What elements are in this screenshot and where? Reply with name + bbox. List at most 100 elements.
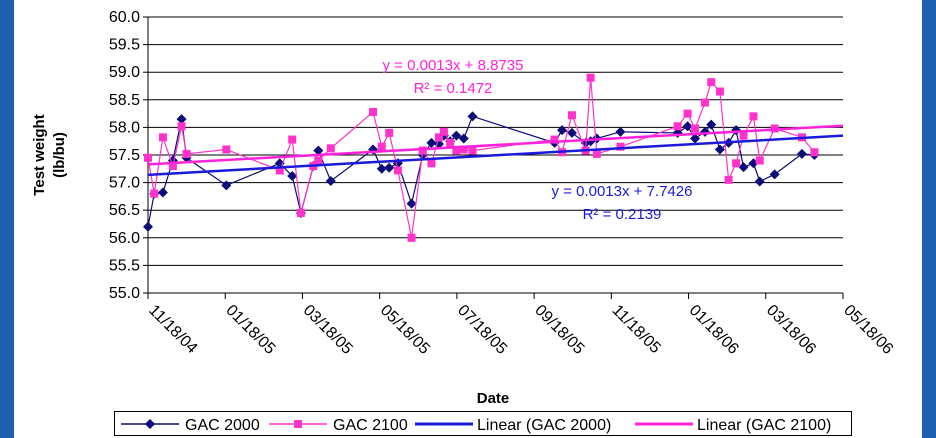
data-series bbox=[143, 73, 820, 242]
data-point-gac2100-13 bbox=[369, 107, 378, 116]
data-point-gac2000-44 bbox=[769, 169, 780, 180]
y-axis-title-line1: Test weight bbox=[31, 114, 48, 195]
data-point-gac2100-17 bbox=[407, 233, 416, 242]
y-tick-label-10: 60.0 bbox=[109, 9, 140, 26]
legend-marker-gac2100 bbox=[294, 420, 302, 428]
x-tick-label-8: 03/18/06 bbox=[763, 302, 819, 358]
trend-2000-r2: R² = 0.2139 bbox=[583, 206, 662, 223]
y-tick-label-9: 59.5 bbox=[109, 37, 140, 54]
data-point-gac2100-40 bbox=[732, 159, 741, 168]
data-point-gac2000-4 bbox=[176, 114, 187, 125]
legend-marker-gac2000 bbox=[145, 419, 155, 429]
data-point-gac2000-2 bbox=[157, 187, 168, 198]
data-point-gac2100-39 bbox=[724, 175, 733, 184]
x-tick-label-9: 05/18/06 bbox=[840, 302, 896, 358]
data-point-gac2000-19 bbox=[426, 137, 437, 148]
data-point-gac2000-41 bbox=[738, 162, 749, 173]
legend-label-gac2000: GAC 2000 bbox=[185, 417, 260, 434]
left-border-band bbox=[0, 0, 14, 438]
data-point-gac2000-34 bbox=[682, 121, 693, 132]
legend: GAC 2000 GAC 2100 Linear (GAC 2000) Line… bbox=[114, 411, 852, 436]
y-tick-label-5: 57.5 bbox=[109, 147, 140, 164]
data-point-gac2100-18 bbox=[418, 146, 427, 155]
data-point-gac2100-11 bbox=[314, 156, 323, 165]
data-point-gac2100-9 bbox=[296, 208, 305, 217]
data-point-gac2000-45 bbox=[796, 148, 807, 159]
y-axis-title-line2: (lb/bu) bbox=[51, 132, 68, 178]
legend-label-trend2100: Linear (GAC 2100) bbox=[697, 417, 831, 434]
data-point-gac2100-2 bbox=[158, 133, 167, 142]
legend-item-trend2000: Linear (GAC 2000) bbox=[415, 417, 611, 434]
x-tick-label-7: 01/18/06 bbox=[686, 302, 742, 358]
data-point-gac2000-17 bbox=[406, 198, 417, 209]
legend-svg: GAC 2000 GAC 2100 Linear (GAC 2000) Line… bbox=[121, 417, 831, 434]
y-tick-label-1: 55.5 bbox=[109, 257, 140, 274]
legend-item-gac2100: GAC 2100 bbox=[269, 417, 408, 434]
data-point-gac2100-12 bbox=[326, 144, 335, 153]
data-point-gac2100-0 bbox=[144, 153, 152, 162]
data-point-gac2100-4 bbox=[177, 122, 186, 131]
data-point-gac2100-26 bbox=[550, 135, 559, 144]
x-axis-title: Date bbox=[477, 390, 510, 407]
data-point-gac2100-42 bbox=[749, 112, 758, 121]
data-point-gac2100-28 bbox=[567, 111, 576, 120]
y-tick-label-4: 57.0 bbox=[109, 175, 140, 192]
data-point-gac2000-35 bbox=[690, 133, 701, 144]
trendline-annotations: y = 0.0013x + 8.8735 R² = 0.1472 y = 0.0… bbox=[383, 57, 693, 223]
data-point-gac2000-27 bbox=[557, 125, 568, 136]
data-point-gac2000-32 bbox=[615, 126, 626, 137]
data-point-gac2100-43 bbox=[755, 156, 764, 165]
x-tick-label-6: 11/18/05 bbox=[609, 302, 664, 357]
data-point-gac2000-6 bbox=[221, 180, 232, 191]
trendlines bbox=[147, 124, 844, 177]
trend-2000-equation: y = 0.0013x + 7.7426 bbox=[552, 183, 693, 200]
x-tick-label-5: 09/18/05 bbox=[531, 302, 587, 358]
data-point-gac2000-11 bbox=[313, 145, 324, 156]
data-point-gac2100-36 bbox=[700, 98, 709, 107]
right-border-band bbox=[922, 0, 936, 438]
trendline-gac2000 bbox=[147, 134, 844, 177]
gridlines bbox=[148, 16, 843, 294]
y-tick-label-8: 59.0 bbox=[109, 64, 140, 81]
data-point-gac2100-16 bbox=[393, 166, 402, 175]
series-gac2000 bbox=[143, 111, 820, 232]
x-tick-label-3: 05/18/05 bbox=[377, 302, 433, 358]
data-point-gac2100-46 bbox=[810, 148, 819, 157]
data-point-gac2100-41 bbox=[739, 131, 748, 140]
trend-2100-equation: y = 0.0013x + 8.8735 bbox=[383, 57, 524, 74]
data-point-gac2000-28 bbox=[566, 127, 577, 138]
legend-item-gac2000: GAC 2000 bbox=[121, 417, 260, 434]
data-point-gac2000-37 bbox=[706, 119, 717, 130]
data-point-gac2000-25 bbox=[467, 111, 478, 122]
trendline-gac2100 bbox=[147, 124, 844, 166]
data-point-gac2100-14 bbox=[377, 142, 386, 151]
y-tick-label-3: 56.5 bbox=[109, 202, 140, 219]
data-point-gac2100-23 bbox=[452, 146, 461, 155]
data-point-gac2100-33 bbox=[673, 122, 682, 131]
data-point-gac2100-38 bbox=[715, 87, 724, 96]
data-point-gac2000-38 bbox=[714, 144, 725, 155]
data-point-gac2100-25 bbox=[468, 146, 477, 155]
data-point-gac2000-0 bbox=[143, 221, 153, 232]
data-point-gac2100-1 bbox=[150, 189, 159, 198]
trend-2100-r2: R² = 0.1472 bbox=[414, 80, 493, 97]
y-tick-labels: 55.0 55.5 56.0 56.5 57.0 57.5 58.0 58.5 59.0 59.5… bbox=[109, 9, 140, 302]
y-tick-label-7: 58.5 bbox=[109, 92, 140, 109]
x-tick-labels: 11/18/04 01/18/05 03/18/05 05/18/05 07/18/05… bbox=[145, 302, 896, 358]
x-tick-label-1: 01/18/05 bbox=[222, 302, 278, 358]
data-point-gac2000-14 bbox=[376, 163, 387, 174]
legend-label-gac2100: GAC 2100 bbox=[333, 417, 408, 434]
data-point-gac2100-19 bbox=[427, 159, 436, 168]
data-point-gac2100-7 bbox=[275, 166, 284, 175]
data-point-gac2100-3 bbox=[168, 162, 177, 171]
data-point-gac2100-22 bbox=[446, 138, 455, 147]
data-point-gac2000-15 bbox=[384, 162, 395, 173]
data-point-gac2100-5 bbox=[182, 149, 191, 158]
data-point-gac2000-12 bbox=[325, 175, 336, 186]
data-point-gac2100-21 bbox=[439, 127, 448, 136]
data-point-gac2000-8 bbox=[287, 170, 298, 181]
data-point-gac2000-24 bbox=[458, 133, 469, 144]
y-tick-label-2: 56.0 bbox=[109, 230, 140, 247]
data-point-gac2000-43 bbox=[754, 176, 765, 187]
